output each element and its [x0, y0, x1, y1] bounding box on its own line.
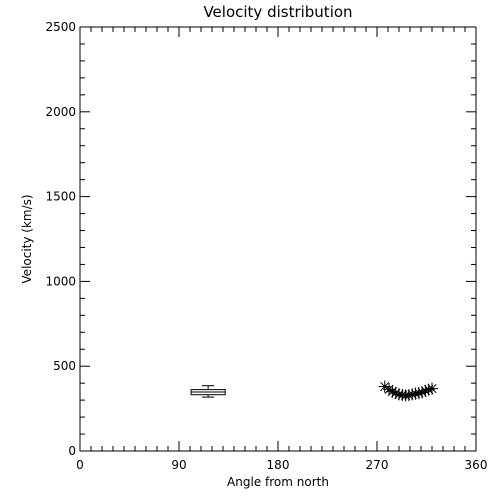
y-tick-label: 0: [68, 444, 76, 458]
x-axis: 0 90 180 270 360: [76, 27, 487, 472]
y-axis-label: Velocity (km/s): [20, 194, 34, 283]
x-tick-label: 180: [267, 458, 290, 472]
y-tick-label: 2500: [45, 20, 76, 34]
y-tick-label: 2000: [45, 105, 76, 119]
x-axis-label: Angle from north: [227, 475, 329, 489]
x-tick-label: 360: [465, 458, 488, 472]
data-points: [378, 380, 438, 402]
x-tick-label: 0: [76, 458, 84, 472]
chart-title: Velocity distribution: [203, 3, 352, 21]
x-tick-label: 270: [366, 458, 389, 472]
y-tick-label: 1000: [45, 274, 76, 288]
y-axis: 0 500 1000 1500 2000 2500: [45, 20, 476, 458]
velocity-boxplot: [190, 385, 226, 398]
asterisk-point: [426, 382, 438, 395]
y-tick-label: 1500: [45, 190, 76, 204]
y-tick-label: 500: [53, 359, 76, 373]
x-tick-label: 90: [171, 458, 186, 472]
